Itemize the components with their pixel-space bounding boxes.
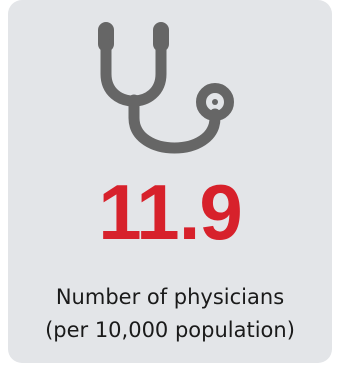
stethoscope-icon	[0, 0, 340, 175]
stat-label-line2: (per 10,000 population)	[45, 318, 295, 342]
stat-value: 11.9	[98, 168, 243, 256]
stat-label-line1: Number of physicians	[55, 285, 285, 309]
stat-card	[8, 0, 332, 363]
